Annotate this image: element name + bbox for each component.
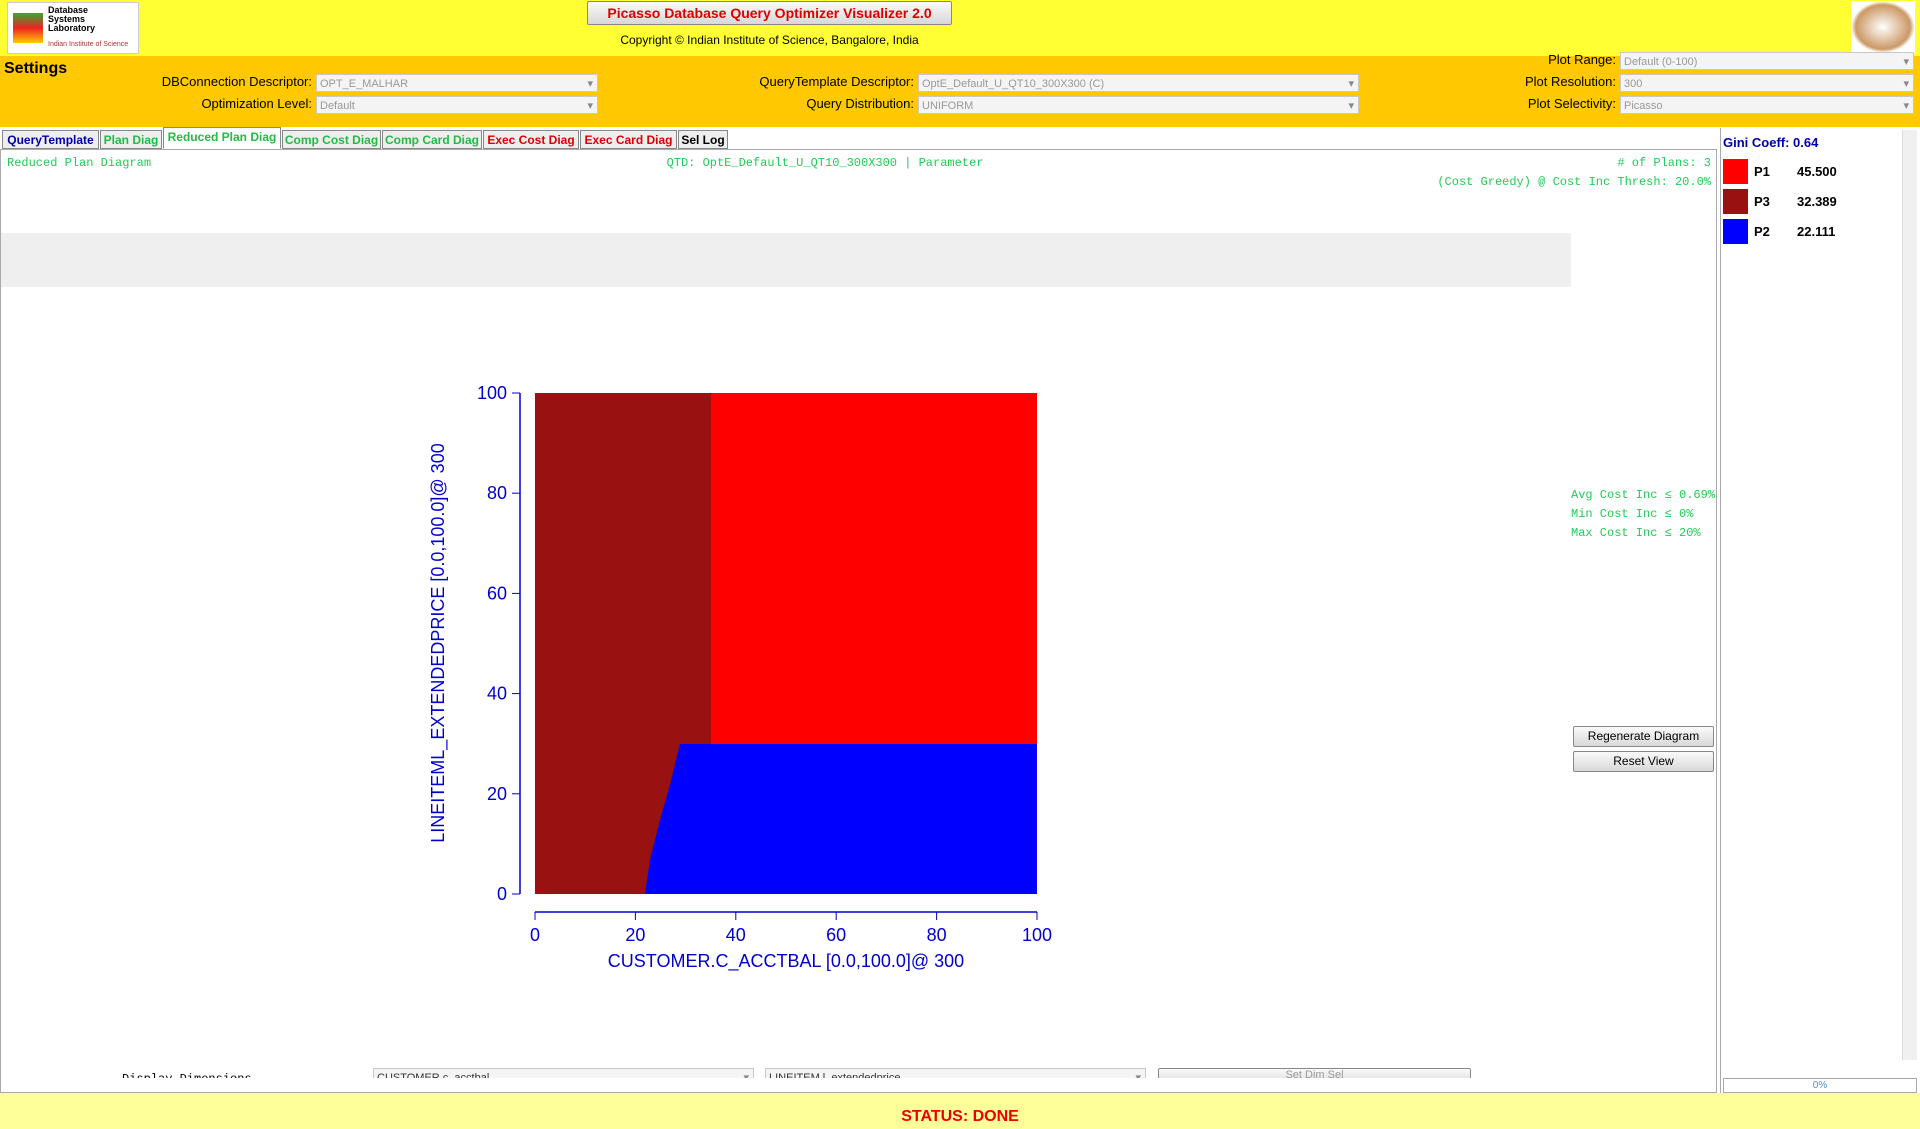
y-tick-label: 40 <box>487 684 507 704</box>
x-tick-label: 20 <box>625 925 645 945</box>
content-cover <box>1 1078 1571 1092</box>
setting-label: Plot Resolution: <box>1524 74 1616 89</box>
legend-swatch <box>1723 159 1748 184</box>
tab[interactable]: Plan Diag <box>100 130 162 149</box>
setting-combo[interactable]: Default <box>316 96 598 115</box>
logo-text: Database Systems Laboratory <box>48 5 96 33</box>
logo-sub: Indian Institute of Science <box>48 41 129 48</box>
gini: Gini Coeff: 0.64 <box>1723 135 1819 150</box>
threshold: (Cost Greedy) @ Cost Inc Thresh: 20.0% <box>1437 175 1711 189</box>
title-button[interactable]: Picasso Database Query Optimizer Visuali… <box>587 1 952 25</box>
legend-name: P3 <box>1754 194 1770 209</box>
regenerate-button[interactable]: Regenerate Diagram <box>1573 726 1714 747</box>
tab[interactable]: Sel Log <box>678 130 728 149</box>
stat: Min Cost Inc ≤ 0% <box>1571 507 1694 521</box>
emblem <box>1851 1 1915 53</box>
tab[interactable]: Comp Card Diag <box>382 130 482 149</box>
legend-swatch <box>1723 219 1748 244</box>
reset-button[interactable]: Reset View <box>1573 751 1714 772</box>
settings-title: Settings <box>4 60 68 77</box>
header <box>0 0 1920 56</box>
setting-combo[interactable]: OptE_Default_U_QT10_300X300 (C) <box>918 74 1359 93</box>
legend-value: 45.500 <box>1797 164 1837 179</box>
setting-label: Query Distribution: <box>806 96 914 111</box>
legend-name: P2 <box>1754 224 1770 239</box>
legend-name: P1 <box>1754 164 1770 179</box>
x-tick-label: 40 <box>726 925 746 945</box>
legend-panel <box>1720 128 1920 1093</box>
x-tick-label: 80 <box>927 925 947 945</box>
tab[interactable]: Comp Cost Diag <box>282 130 381 149</box>
legend-value: 32.389 <box>1797 194 1837 209</box>
setting-label: Plot Selectivity: <box>1527 96 1616 111</box>
legend-swatch <box>1723 189 1748 214</box>
x-tick-label: 60 <box>826 925 846 945</box>
x-tick-label: 0 <box>530 925 540 945</box>
y-tick-label: 100 <box>477 383 507 403</box>
setting-combo[interactable]: 300 <box>1620 74 1914 93</box>
content <box>0 149 1717 1093</box>
y-tick-label: 20 <box>487 784 507 804</box>
copyright: Copyright © Indian Institute of Science,… <box>620 33 919 47</box>
setting-combo[interactable]: Default (0-100) <box>1620 52 1914 71</box>
setting-label: Optimization Level: <box>201 96 312 111</box>
logo-icon <box>13 13 43 43</box>
setting-label: Plot Range: <box>1548 52 1616 67</box>
tab[interactable]: Exec Cost Diag <box>483 130 579 149</box>
y-tick-label: 0 <box>497 884 507 904</box>
qtd: QTD: OptE_Default_U_QT10_300X300 | Param… <box>666 156 984 170</box>
plan-count: # of Plans: 3 <box>1617 156 1711 170</box>
tab[interactable]: Reduced Plan Diag <box>163 127 281 149</box>
x-tick-label: 100 <box>1022 925 1052 945</box>
gray-band <box>1 233 1571 287</box>
stat: Avg Cost Inc ≤ 0.69% <box>1571 488 1716 502</box>
stat: Max Cost Inc ≤ 20% <box>1571 526 1701 540</box>
setting-combo[interactable]: OPT_E_MALHAR <box>316 74 598 93</box>
logo: Database Systems Laboratory Indian Institu… <box>7 2 139 54</box>
y-tick-label: 80 <box>487 483 507 503</box>
scrollbar <box>1902 130 1917 1060</box>
y-axis-title: LINEITEML_EXTENDEDPRICE [0.0,100.0]@ 300 <box>428 443 449 842</box>
legend-value: 22.111 <box>1797 224 1836 239</box>
progress: 0% <box>1723 1078 1917 1093</box>
status-bar <box>0 1093 1920 1129</box>
x-axis-title: CUSTOMER.C_ACCTBAL [0.0,100.0]@ 300 <box>608 951 964 972</box>
status: STATUS: DONE <box>901 1108 1019 1125</box>
setting-label: DBConnection Descriptor: <box>161 74 312 89</box>
diagram-name: Reduced Plan Diagram <box>7 156 152 170</box>
tab[interactable]: QueryTemplate <box>2 130 99 149</box>
region-p2 <box>645 744 1037 894</box>
setting-combo[interactable]: UNIFORM <box>918 96 1359 115</box>
setting-combo[interactable]: Picasso <box>1620 96 1914 115</box>
setting-label: QueryTemplate Descriptor: <box>759 74 914 89</box>
y-tick-label: 60 <box>487 583 507 603</box>
region-p1 <box>711 393 1037 744</box>
tab[interactable]: Exec Card Diag <box>580 130 677 149</box>
